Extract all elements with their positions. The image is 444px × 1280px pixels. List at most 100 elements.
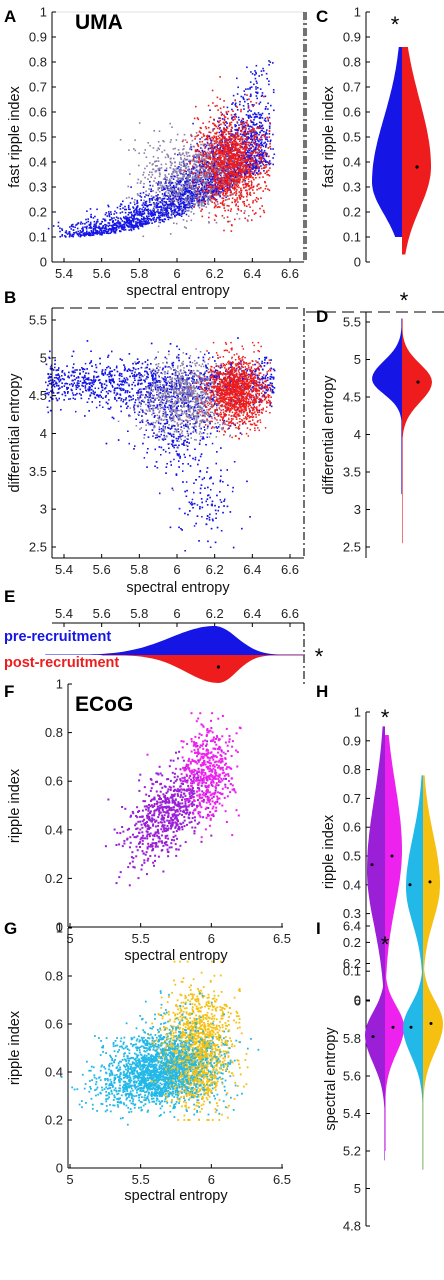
panel-a-point [209,131,212,134]
panel-a-point [207,186,210,189]
panel-a-point [252,185,255,188]
panel-a-point [213,179,215,182]
panel-a-point [182,186,185,188]
panel-a-point [214,153,217,156]
panel-a-ytick-label: 0.1 [29,230,47,245]
panel-a-point [124,228,127,231]
panel-a-point [119,212,122,214]
panel-a-point [180,195,183,198]
panel-a-point [235,180,237,183]
panel-a-point [247,148,250,150]
panel-a-point [268,116,271,119]
panel-a-point [134,139,136,141]
panel-a-point [194,193,197,196]
panel-a-point [128,196,130,199]
panel-a-point [257,87,259,89]
panel-a-point [203,200,205,202]
panel-a-point [92,230,95,232]
panel-a-point [213,198,215,200]
panel-a-point [202,179,204,181]
panel-a-point [270,104,272,107]
panel-a-point [208,171,211,173]
panel-a-point [250,119,252,122]
panel-a-point [234,124,236,126]
panel-a-point [142,191,145,194]
panel-a-point [155,199,157,201]
panel-a-point [206,184,209,187]
panel-a-point [80,221,82,223]
panel-a-point [267,102,269,105]
panel-a-point [141,212,143,215]
panel-a-point [213,172,216,175]
panel-a-point [123,223,125,225]
panel-a-point [209,151,211,153]
panel-a-point [243,161,245,163]
panel-a-point [204,161,207,164]
panel-a-point [107,225,110,228]
panel-a-point [243,122,245,124]
panel-a-point [221,181,223,184]
panel-a-point [231,135,233,138]
panel-a-point [219,127,221,129]
panel-a-point [251,126,253,128]
panel-a-point [226,158,229,161]
panel-a-point [197,181,200,183]
panel-a-point [252,141,255,144]
panel-a-point [225,183,227,185]
panel-a-point [207,126,210,129]
panel-a-point [224,159,227,162]
panel-a-ytick-label: 0.5 [29,130,47,145]
panel-a-point [201,189,204,191]
panel-a-point [178,177,181,180]
panel-a-point [170,186,172,188]
panel-a-point [208,162,211,164]
panel-a-point [170,187,172,190]
panel-a-point [186,141,188,144]
panel-a-point [101,232,104,235]
panel-a-point [191,208,193,210]
panel-a-point [177,199,180,201]
panel-a-point [258,138,261,140]
panel-a-point [130,228,133,230]
panel-a-point [261,167,263,170]
panel-a-point [188,209,190,212]
panel-a-point [209,156,211,159]
panel-a-point [204,153,207,156]
panel-a-point [118,225,120,228]
panel-a-point [85,218,87,221]
panel-a-point [260,95,263,97]
panel-a-point [136,182,139,184]
panel-a-point [94,224,96,226]
panel-a-point [244,166,247,168]
panel-a-point [184,207,186,210]
panel-a-point [180,213,183,215]
panel-a-point [183,133,186,136]
panel-a-point [221,179,223,182]
panel-a-point [161,199,163,201]
panel-a-point [218,163,220,165]
panel-a-point [222,121,225,124]
panel-a-point [128,229,130,231]
panel-a-point [238,218,241,220]
panel-a-point [107,229,110,231]
panel-a-point [222,166,224,168]
panel-a-point [255,64,258,67]
panel-a-point [258,75,260,77]
panel-a-point [237,147,239,150]
panel-a-point [217,120,219,123]
panel-a-point [186,176,188,178]
panel-a-point [255,131,257,133]
panel-a-point [212,197,214,200]
panel-a-point [192,166,194,169]
panel-a-point [205,157,208,159]
panel-a-point [158,219,161,221]
panel-letter-i: I [316,919,321,938]
panel-a-point [259,124,261,127]
panel-a-point [264,181,266,183]
panel-a-point [268,83,270,86]
panel-a-point [247,172,249,174]
panel-a-point [215,133,217,135]
panel-a-point [182,206,185,208]
panel-a-point [179,214,181,216]
panel-a-point [257,173,259,176]
